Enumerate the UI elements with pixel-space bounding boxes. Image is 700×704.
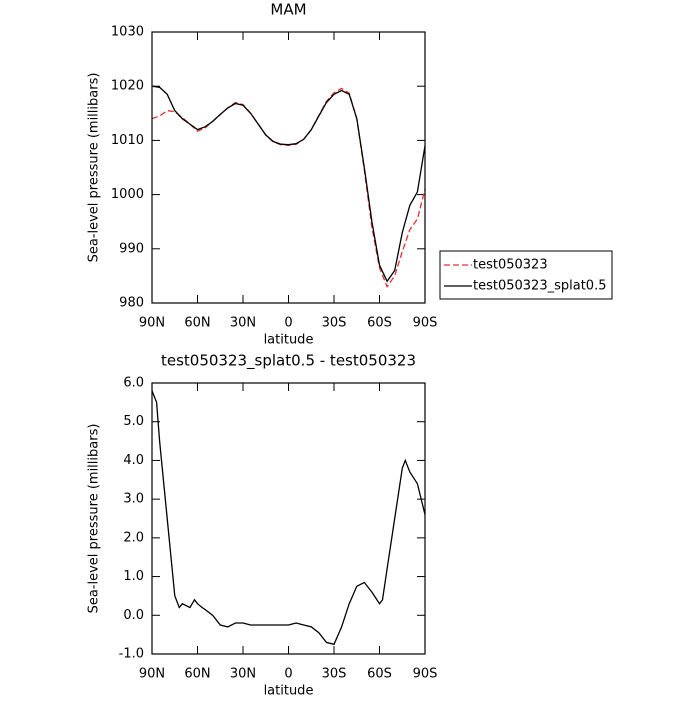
y-tick-label: 4.0	[123, 453, 144, 468]
series-line	[151, 85, 426, 283]
x-tick-label: 30N	[230, 667, 256, 682]
y-tick-label: 0.0	[123, 608, 144, 623]
x-tick-label: 0	[284, 316, 292, 331]
y-axis-label: Sea-level pressure (millibars)	[87, 424, 102, 614]
x-tick-label: 60N	[184, 316, 210, 331]
x-tick-label: 90N	[139, 316, 165, 331]
y-tick-label: 1020	[111, 79, 144, 94]
x-tick-label: 30N	[230, 316, 256, 331]
x-tick-label: 60S	[367, 667, 392, 682]
y-tick-label: 6.0	[123, 376, 144, 391]
chart-title: MAM	[270, 1, 306, 19]
x-tick-label: 60N	[184, 667, 210, 682]
x-tick-label: 30S	[322, 667, 347, 682]
x-tick-label: 90N	[139, 667, 165, 682]
y-tick-label: 1030	[111, 25, 144, 40]
series-line	[151, 390, 426, 646]
y-tick-label: 2.0	[123, 530, 144, 545]
plot-frame	[151, 31, 426, 304]
y-tick-label: 5.0	[123, 414, 144, 429]
x-tick-label: 0	[284, 667, 292, 682]
x-axis-label: latitude	[264, 684, 314, 699]
y-tick-label: -1.0	[119, 647, 144, 662]
x-tick-label: 90S	[413, 316, 438, 331]
y-axis-label: Sea-level pressure (millibars)	[87, 73, 102, 263]
y-tick-label: 1010	[111, 133, 144, 148]
y-tick-label: 1.0	[123, 569, 144, 584]
x-tick-label: 30S	[322, 316, 347, 331]
y-tick-label: 980	[119, 296, 144, 311]
x-tick-label: 90S	[413, 667, 438, 682]
x-axis-label: latitude	[264, 333, 314, 348]
chart-title: test050323_splat0.5 - test050323	[161, 352, 416, 371]
plot-frame	[151, 382, 426, 655]
y-tick-label: 1000	[111, 187, 144, 202]
legend-box	[439, 250, 613, 300]
x-tick-label: 60S	[367, 316, 392, 331]
legend-label: test050323_splat0.5	[473, 279, 606, 294]
legend-label: test050323	[473, 258, 548, 273]
series-line	[151, 87, 426, 289]
y-tick-label: 990	[119, 241, 144, 256]
y-tick-label: 3.0	[123, 492, 144, 507]
